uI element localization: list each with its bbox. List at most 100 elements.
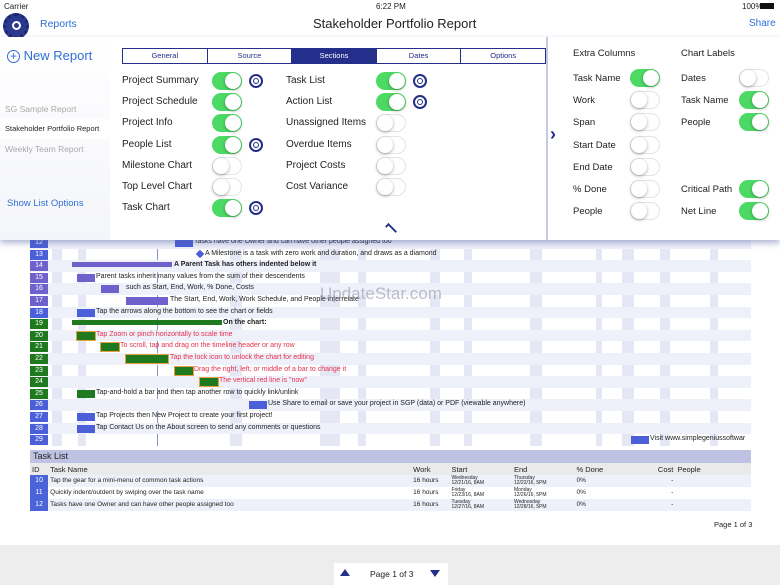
gantt-row-number[interactable]: 26 [30, 400, 48, 411]
section-label: Project Info [122, 117, 173, 129]
column-label: Net Line [681, 206, 717, 218]
gantt-weekend-column [596, 237, 602, 446]
section-settings-icon[interactable] [249, 74, 263, 88]
section-toggle[interactable] [376, 114, 406, 133]
report-list-item[interactable]: Stakeholder Portfolio Report [0, 119, 110, 139]
column-header: Start [449, 463, 512, 475]
task-label: such as Start, End, Work, % Done, Costs [126, 284, 254, 292]
tab-source[interactable]: Source [208, 49, 293, 63]
section-toggle[interactable] [376, 178, 406, 196]
section-toggle[interactable] [212, 156, 242, 175]
gantt-row-number[interactable]: 13 [30, 249, 48, 260]
task-bar[interactable] [175, 239, 193, 247]
next-page-arrow-icon[interactable] [430, 570, 440, 577]
task-bar[interactable] [100, 342, 120, 353]
section-toggle[interactable] [212, 72, 242, 90]
gantt-row-number[interactable]: 12 [30, 238, 48, 248]
gantt-row-number[interactable]: 19 [30, 319, 48, 330]
task-bar[interactable] [77, 413, 95, 421]
table-row[interactable]: 11 Quickly indent/outdent by swiping over… [30, 487, 751, 499]
column-toggle[interactable] [739, 91, 769, 110]
section-settings-icon[interactable] [249, 137, 263, 152]
task-bar[interactable] [126, 297, 168, 305]
gantt-row-number[interactable]: 27 [30, 412, 48, 422]
tab-options[interactable]: Options [490, 51, 517, 60]
column-toggle[interactable] [630, 113, 660, 132]
carrier: Carrier [4, 2, 29, 11]
task-bar[interactable] [249, 401, 267, 410]
previous-page-arrow-icon[interactable] [340, 569, 350, 576]
section-settings-icon[interactable] [249, 201, 263, 216]
task-end: Thursday 12/22/16, 5PM [511, 475, 575, 487]
report-list-item[interactable]: SG Sample Report [5, 104, 77, 114]
task-bar[interactable] [631, 436, 649, 445]
app-logo-icon[interactable] [3, 13, 29, 39]
show-list-options-link[interactable]: Show List Options [7, 198, 84, 209]
section-toggle[interactable] [376, 72, 406, 90]
task-percent-done: 0% [574, 499, 635, 511]
column-toggle[interactable] [739, 202, 769, 221]
report-list-item[interactable]: Weekly Team Report [5, 144, 84, 154]
tab-dates[interactable]: Dates [377, 49, 462, 63]
task-bar[interactable] [77, 424, 95, 433]
gantt-row-number[interactable]: 17 [30, 296, 48, 306]
task-bar[interactable] [77, 389, 95, 398]
share-button[interactable]: Share [749, 18, 776, 29]
gantt-row-number[interactable]: 20 [30, 330, 48, 341]
section-toggle[interactable] [212, 178, 242, 196]
table-row[interactable]: 10 Tap the gear for a mini-menu of common… [30, 475, 751, 487]
expand-chevron-right-icon[interactable]: › [550, 124, 556, 144]
reports-back-button[interactable]: Reports [40, 18, 77, 30]
gantt-row-number[interactable]: 24 [30, 377, 48, 388]
gantt-row-number[interactable]: 14 [30, 261, 48, 272]
task-label: Drag the right, left, or middle of a bar… [194, 365, 347, 373]
section-settings-icon[interactable] [413, 74, 427, 88]
gantt-row-number[interactable]: 28 [30, 423, 48, 434]
section-toggle[interactable] [376, 93, 406, 112]
task-bar[interactable] [101, 285, 119, 294]
column-toggle[interactable] [630, 180, 660, 198]
parent-task-bar[interactable] [72, 262, 172, 268]
section-toggle[interactable] [376, 135, 406, 154]
section-toggle[interactable] [212, 135, 242, 154]
table-row[interactable]: 12 Tasks have one Owner and can have othe… [30, 499, 751, 511]
gantt-weekend-column [660, 237, 670, 446]
section-toggle[interactable] [212, 114, 242, 133]
section-toggle[interactable] [212, 199, 242, 218]
gantt-row-number[interactable]: 23 [30, 365, 48, 376]
task-bar[interactable] [77, 308, 95, 317]
task-bar[interactable] [125, 354, 169, 364]
task-bar[interactable] [174, 365, 194, 376]
gantt-row-number[interactable]: 15 [30, 272, 48, 283]
column-toggle[interactable] [630, 157, 660, 176]
gantt-row-number[interactable]: 18 [30, 307, 48, 318]
column-toggle[interactable] [630, 202, 660, 221]
gantt-row-number[interactable]: 29 [30, 435, 48, 446]
column-toggle[interactable] [630, 69, 660, 87]
section-settings-icon[interactable] [413, 95, 427, 110]
gantt-row-number[interactable]: 22 [30, 354, 48, 364]
milestone-diamond[interactable] [195, 249, 205, 259]
task-bar[interactable] [199, 377, 219, 388]
column-toggle[interactable] [630, 91, 660, 110]
column-label: Span [573, 117, 596, 129]
gantt-row-number[interactable]: 25 [30, 388, 48, 399]
column-toggle[interactable] [739, 69, 769, 87]
gantt-row-stripe [30, 422, 751, 435]
tab-sections[interactable]: Sections [292, 49, 377, 63]
task-bar[interactable] [76, 330, 96, 341]
gantt-row-number[interactable]: 16 [30, 284, 48, 295]
column-toggle[interactable] [739, 180, 769, 198]
section-toggle[interactable] [376, 156, 406, 175]
tab-general[interactable]: General [123, 49, 208, 63]
parent-task-bar[interactable] [72, 320, 222, 326]
section-toggle[interactable] [212, 93, 242, 112]
column-label: End Date [573, 161, 613, 173]
task-bar[interactable] [77, 273, 95, 282]
gantt-row-number[interactable]: 21 [30, 342, 48, 353]
column-toggle[interactable] [739, 113, 769, 132]
new-report-button[interactable]: + New Report [7, 48, 92, 63]
column-label: People [681, 117, 711, 129]
column-toggle[interactable] [630, 135, 660, 154]
gantt-chart[interactable]: 12 Tasks have one Owner and can have othe… [30, 237, 751, 446]
